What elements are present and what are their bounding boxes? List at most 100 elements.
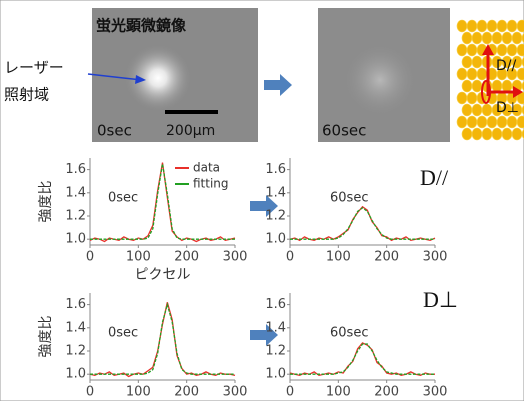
lipid — [472, 104, 482, 116]
x-tick-label: 200 — [174, 250, 199, 265]
annotation: 0sec — [108, 326, 138, 341]
image-time: 60sec — [322, 122, 366, 140]
lipid — [467, 68, 477, 80]
lipid — [502, 32, 512, 44]
lipid — [462, 56, 472, 68]
lipid — [462, 32, 472, 44]
x-tick-label: 100 — [126, 385, 151, 400]
lipid — [482, 128, 492, 140]
lipid — [477, 116, 487, 128]
lipid — [512, 32, 522, 44]
y-tick-label: 1.0 — [65, 232, 86, 247]
lipid — [497, 44, 507, 56]
lipid — [457, 20, 467, 32]
lipid — [467, 44, 477, 56]
y-tick-label: 1.4 — [65, 320, 86, 335]
x-tick-label: 100 — [326, 250, 351, 265]
legend-label: data — [193, 161, 220, 175]
y-tick-label: 1.0 — [65, 367, 86, 382]
lipid — [497, 116, 507, 128]
lipid — [517, 116, 524, 128]
lipid — [457, 116, 467, 128]
y-tick-label: 1.2 — [65, 344, 86, 359]
lipid — [507, 44, 517, 56]
lipid — [457, 68, 467, 80]
lipid — [487, 20, 497, 32]
annotation: 0sec — [108, 191, 138, 206]
x-tick-label: 200 — [174, 385, 199, 400]
y-tick-label: 1.6 — [265, 297, 286, 312]
lipid — [457, 44, 467, 56]
x-tick-label: 300 — [423, 250, 448, 265]
lipid — [507, 20, 517, 32]
annotation: 60sec — [330, 326, 368, 341]
lipid — [472, 56, 482, 68]
lipid — [467, 116, 477, 128]
lipid — [482, 32, 492, 44]
lipid — [457, 92, 467, 104]
lipid — [467, 20, 477, 32]
lipid — [472, 80, 482, 92]
lipid — [492, 80, 502, 92]
lipid — [517, 20, 524, 32]
x-tick-label: 200 — [374, 385, 399, 400]
lipid — [492, 128, 502, 140]
y-tick-label: 1.6 — [65, 297, 86, 312]
diagram-label: D// — [496, 58, 516, 74]
diagram-label: D⊥ — [496, 100, 519, 116]
lipid — [502, 128, 512, 140]
x-tick-label: 300 — [423, 385, 448, 400]
laser-label: 照射域 — [4, 86, 49, 104]
lipid — [462, 104, 472, 116]
x-tick-label: 100 — [126, 250, 151, 265]
lipid — [492, 32, 502, 44]
lipid — [502, 80, 512, 92]
lipid — [477, 20, 487, 32]
y-axis-label: 強度比 — [38, 181, 54, 223]
lipid — [462, 128, 472, 140]
x-tick-label: 0 — [86, 250, 94, 265]
x-tick-label: 300 — [223, 385, 248, 400]
y-tick-label: 1.2 — [265, 344, 286, 359]
scale-bar — [165, 110, 218, 114]
y-tick-label: 1.4 — [265, 185, 286, 200]
image-title: 蛍光顕微鏡像 — [96, 17, 187, 35]
row-label: D⊥ — [423, 287, 458, 312]
scale-label: 200μm — [166, 123, 215, 139]
lipid — [477, 68, 487, 80]
laser-spot — [342, 42, 418, 118]
x-tick-label: 0 — [286, 385, 294, 400]
y-tick-label: 1.2 — [65, 209, 86, 224]
x-tick-label: 100 — [326, 385, 351, 400]
x-tick-label: 0 — [86, 385, 94, 400]
y-tick-label: 1.2 — [265, 209, 286, 224]
y-tick-label: 1.6 — [265, 162, 286, 177]
row-label: D// — [420, 165, 449, 190]
laser-label: レーザー — [4, 59, 64, 77]
lipid — [512, 128, 522, 140]
lipid — [472, 32, 482, 44]
lipid — [497, 20, 507, 32]
lipid — [462, 80, 472, 92]
x-axis-label: ピクセル — [135, 267, 191, 283]
laser-spot — [124, 44, 192, 112]
image-time: 0sec — [97, 122, 132, 140]
y-tick-label: 1.0 — [265, 367, 286, 382]
lipid — [472, 128, 482, 140]
lipid — [467, 92, 477, 104]
y-tick-label: 1.0 — [265, 232, 286, 247]
figure: 蛍光顕微鏡像 0sec 200μm レーザー 照射域 60sec D// D⊥ … — [0, 0, 524, 401]
y-tick-label: 1.4 — [265, 320, 286, 335]
lipid — [482, 104, 492, 116]
annotation: 60sec — [330, 191, 368, 206]
lipid — [517, 44, 524, 56]
x-tick-label: 0 — [286, 250, 294, 265]
y-axis-label: 強度比 — [38, 316, 54, 358]
lipid — [487, 116, 497, 128]
x-tick-label: 300 — [223, 250, 248, 265]
legend-label: fitting — [193, 177, 229, 191]
lipid — [517, 68, 524, 80]
y-tick-label: 1.6 — [65, 162, 86, 177]
x-tick-label: 200 — [374, 250, 399, 265]
lipid — [507, 116, 517, 128]
